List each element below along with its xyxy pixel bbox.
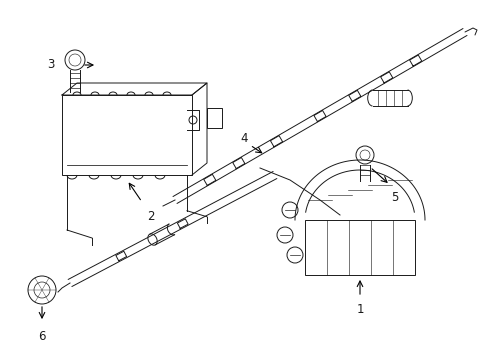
Bar	[305, 220, 414, 275]
Text: 5: 5	[390, 191, 398, 204]
Text: 2: 2	[147, 210, 154, 223]
Text: 3: 3	[47, 58, 55, 72]
Text: 1: 1	[356, 303, 363, 316]
Bar	[62, 95, 192, 175]
Text: 4: 4	[240, 132, 247, 145]
Text: 6: 6	[38, 330, 46, 343]
Bar	[206, 108, 222, 128]
